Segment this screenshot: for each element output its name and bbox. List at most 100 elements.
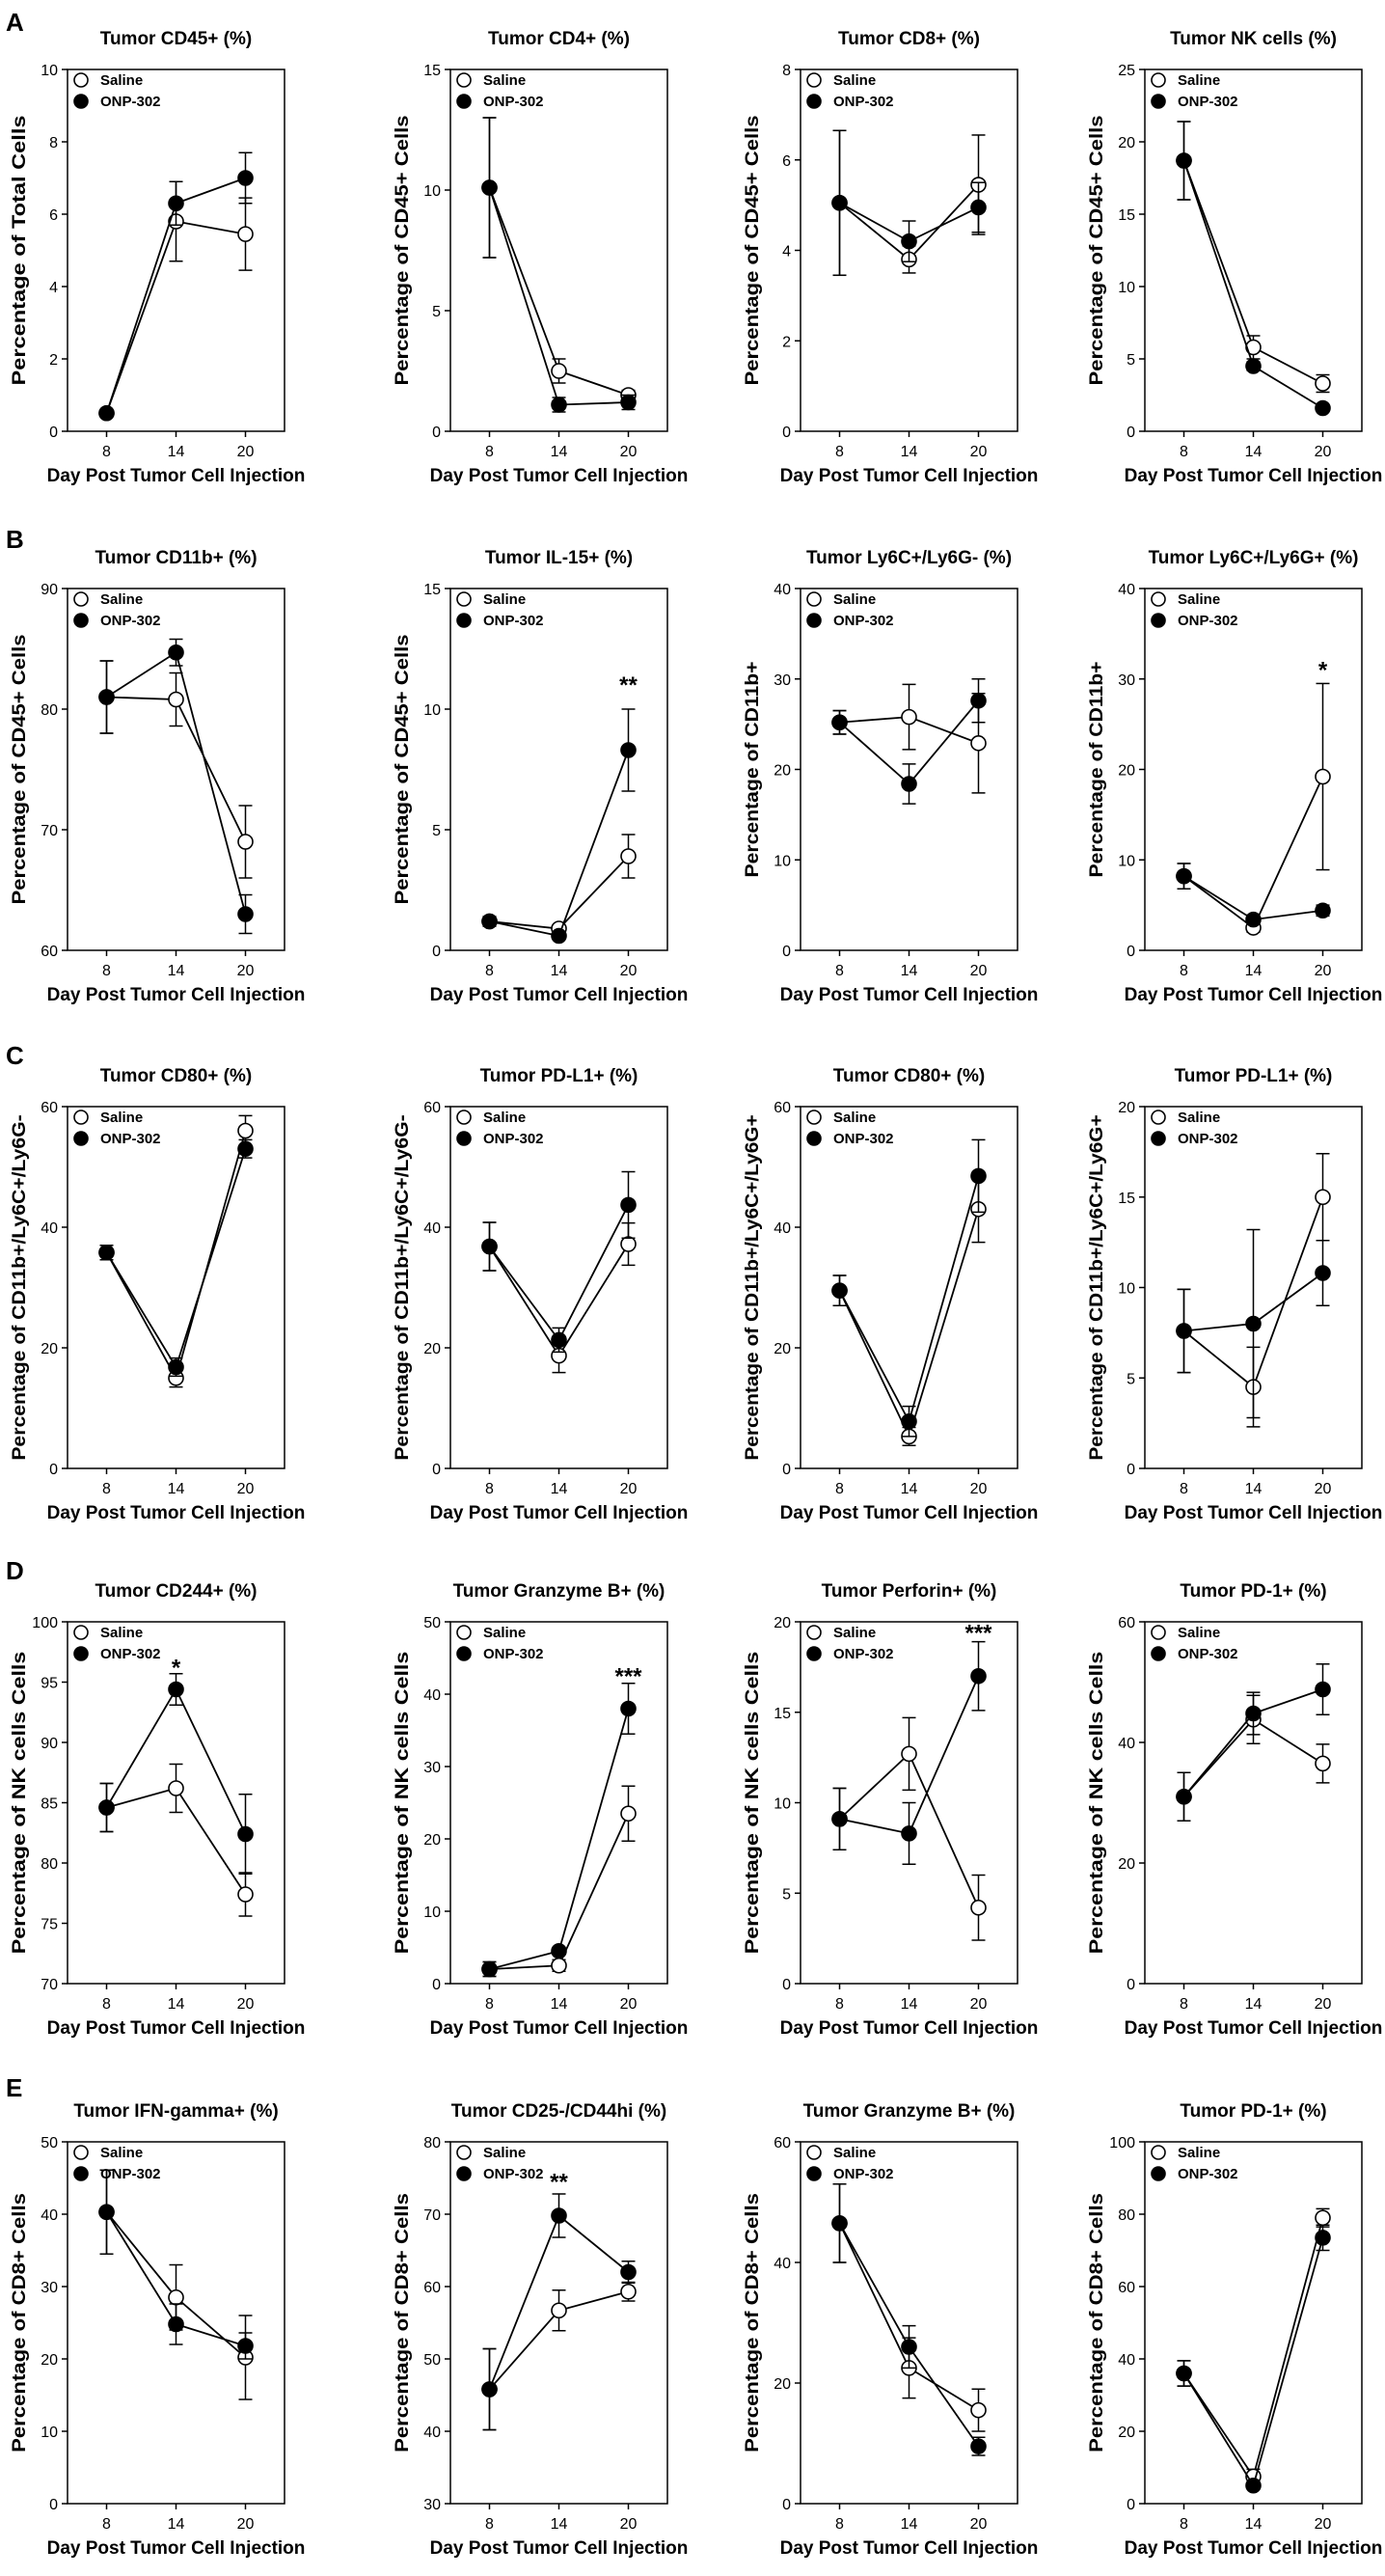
y-tick-label: 10	[1118, 280, 1135, 296]
y-tick-label: 60	[774, 2135, 791, 2151]
onp-302-point	[1315, 399, 1331, 417]
legend-filled-marker	[1151, 94, 1166, 109]
chart-panel: Tumor Perforin+ (%) 0 5 10 15 20 8 14 20 Day Post…	[743, 1581, 1038, 2039]
y-tick-label: 90	[41, 1736, 58, 1752]
series-line	[838, 1208, 980, 1439]
y-axis-label: Percentage of CD8+ Cells	[1087, 2193, 1107, 2453]
x-tick-label: 20	[1315, 1481, 1332, 1497]
significance-marker: *	[1318, 657, 1328, 683]
y-tick-label: 0	[432, 944, 441, 960]
y-tick-label: 5	[432, 823, 441, 839]
onp-302-point	[98, 1244, 115, 1261]
series-onp-302	[831, 1640, 987, 1865]
onp-302-point	[901, 233, 917, 250]
y-tick-label: 20	[1118, 763, 1135, 780]
onp-302-point	[481, 913, 498, 930]
x-axis-label: Day Post Tumor Cell Injection	[47, 2018, 306, 2039]
legend-filled-marker	[73, 1131, 89, 1146]
legend-open-marker	[73, 2145, 89, 2160]
series-saline	[481, 117, 637, 403]
series-onp-302	[481, 2193, 637, 2431]
onp-302-point	[1176, 1323, 1192, 1339]
y-tick-label: 20	[774, 763, 791, 780]
x-tick-label: 14	[551, 444, 568, 460]
legend-open-marker	[456, 1110, 472, 1125]
saline-point	[168, 2288, 184, 2306]
y-tick-label: 0	[1127, 944, 1135, 960]
significance-marker: *	[172, 1656, 181, 1682]
chart-title: Tumor CD80+ (%)	[100, 1066, 252, 1086]
x-tick-label: 14	[901, 1481, 918, 1497]
x-tick-label: 14	[168, 2516, 185, 2533]
y-tick-label: 20	[1118, 1100, 1135, 1116]
legend-open-marker	[806, 1625, 822, 1640]
chart-title: Tumor IFN-gamma+ (%)	[73, 2101, 278, 2122]
saline-point	[1315, 375, 1331, 392]
series-onp-302	[1176, 863, 1331, 928]
y-tick-label: 30	[774, 672, 791, 689]
onp-302-point	[831, 2215, 848, 2232]
x-tick-label: 14	[1245, 2516, 1263, 2533]
onp-302-point	[481, 1960, 498, 1978]
legend-label: Saline	[100, 2145, 143, 2161]
onp-302-point	[237, 906, 254, 922]
plot-frame	[1144, 1621, 1363, 1985]
series-saline	[98, 660, 254, 879]
chart-panel: Tumor IL-15+ (%) 0 5 10 15 8 14 20 Day Post Tumo…	[393, 548, 688, 1005]
legend-label: Saline	[833, 72, 876, 89]
chart-title: Tumor Granzyme B+ (%)	[803, 2101, 1016, 2122]
chart-title: Tumor CD8+ (%)	[838, 29, 980, 49]
legend-label: ONP-302	[1178, 2166, 1238, 2182]
x-tick-label: 14	[551, 963, 568, 979]
legend-label: Saline	[483, 1110, 526, 1126]
saline-point	[901, 1745, 917, 1763]
x-tick-label: 20	[1315, 1996, 1332, 2013]
onp-302-point	[481, 1238, 498, 1255]
onp-302-point	[98, 1799, 115, 1816]
legend-open-marker	[806, 2145, 822, 2160]
series-onp-302	[98, 1138, 254, 1378]
y-tick-label: 100	[1109, 2135, 1135, 2151]
legend-label: Saline	[1178, 1110, 1220, 1126]
legend-label: ONP-302	[1178, 1131, 1238, 1147]
y-tick-label: 10	[423, 702, 441, 719]
legend-filled-marker	[456, 94, 472, 109]
legend-label: ONP-302	[1178, 94, 1238, 110]
y-tick-label: 6	[49, 207, 58, 224]
saline-point	[237, 1886, 254, 1903]
y-tick-label: 20	[1118, 1856, 1135, 1873]
y-tick-label: 20	[423, 1341, 441, 1357]
x-tick-label: 20	[1315, 963, 1332, 979]
y-tick-label: 80	[41, 702, 58, 719]
series-saline	[831, 1175, 987, 1446]
series-onp-302	[481, 1683, 637, 1978]
legend-label: Saline	[1178, 1625, 1220, 1641]
y-tick-label: 0	[1127, 425, 1135, 441]
x-axis-label: Day Post Tumor Cell Injection	[1125, 466, 1383, 486]
chart-title: Tumor CD244+ (%)	[95, 1581, 257, 1602]
y-tick-label: 40	[41, 1220, 58, 1237]
legend-label: Saline	[1178, 72, 1220, 89]
series-onp-302	[98, 638, 254, 935]
x-tick-label: 14	[551, 1481, 568, 1497]
onp-302-point	[1245, 358, 1262, 374]
y-tick-label: 15	[423, 63, 441, 79]
x-axis-label: Day Post Tumor Cell Injection	[1125, 2538, 1383, 2559]
x-tick-label: 14	[168, 1996, 185, 2013]
y-axis-label: Percentage of CD11b+	[1087, 662, 1107, 878]
series-onp-302	[1176, 1228, 1331, 1419]
y-tick-label: 10	[423, 183, 441, 200]
y-tick-label: 30	[1118, 672, 1135, 689]
y-tick-label: 0	[782, 1462, 791, 1478]
legend-open-marker	[1151, 1110, 1166, 1125]
series-line	[489, 750, 630, 938]
y-axis-label: Percentage of CD11b+	[743, 662, 763, 878]
y-axis-label: Percentage of NK cells Cells	[1087, 1652, 1107, 1955]
plot-frame	[449, 1106, 668, 1469]
legend-label: ONP-302	[483, 2166, 544, 2182]
chart-title: Tumor PD-L1+ (%)	[480, 1066, 638, 1086]
x-tick-label: 20	[970, 963, 988, 979]
y-tick-label: 0	[49, 2497, 58, 2513]
legend-label: ONP-302	[833, 1646, 894, 1662]
